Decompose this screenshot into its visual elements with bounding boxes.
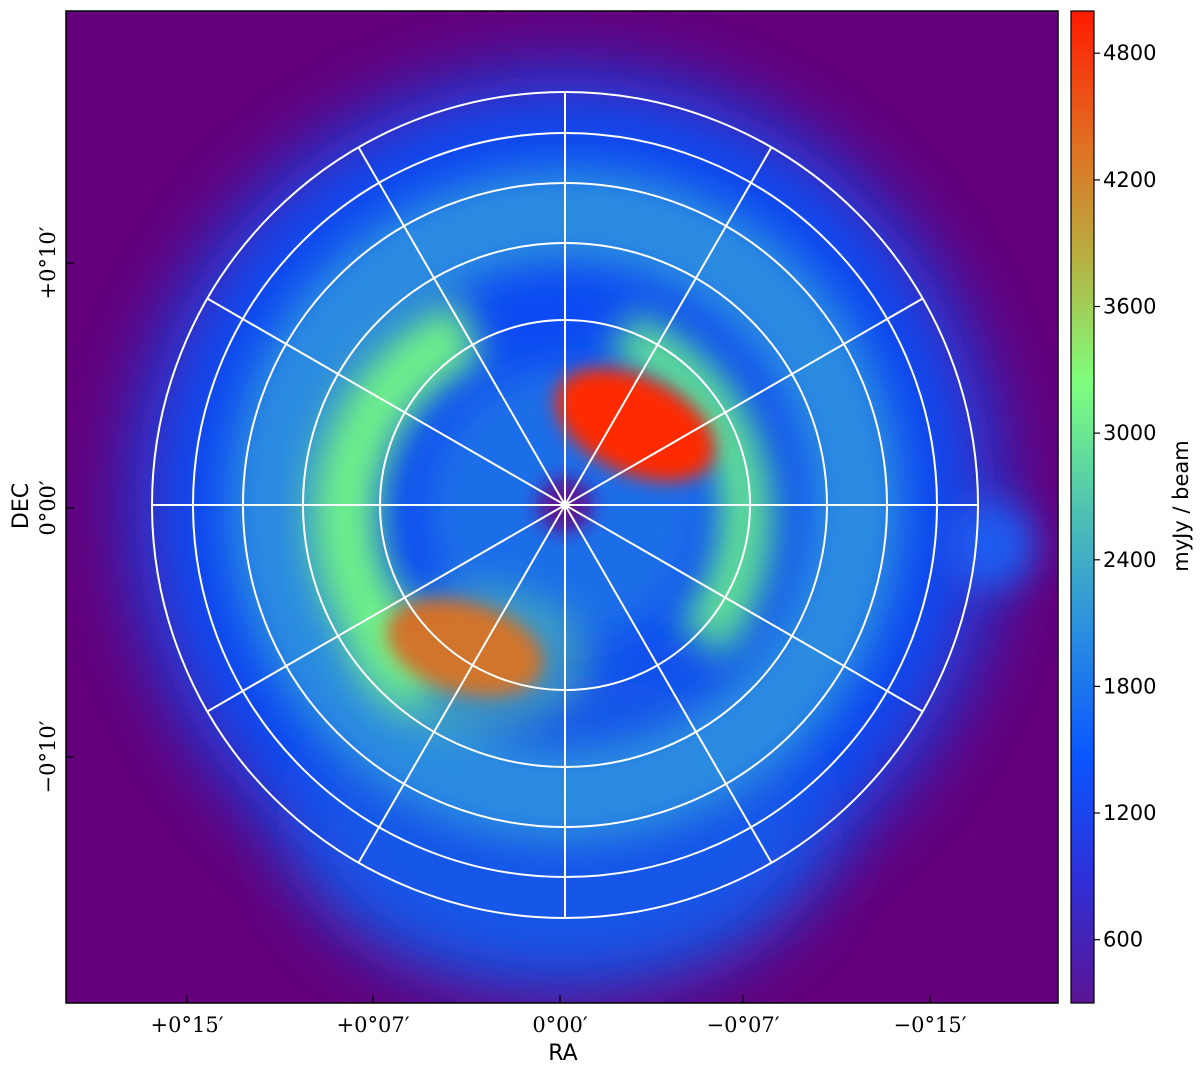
grid-spoke-60 xyxy=(564,146,773,506)
heatmap-plot xyxy=(66,11,1058,1003)
grid-spoke-150 xyxy=(206,297,566,506)
x-axis-title: RA xyxy=(548,1041,577,1066)
x-tick-label: −0°07′ xyxy=(707,1013,780,1037)
heatmap-green-halo-lower xyxy=(350,585,590,735)
x-axis-ticks: +0°15′ +0°07′ 0°00′ −0°07′ −0°15′ xyxy=(151,995,967,1037)
heatmap-green-arc-right xyxy=(609,311,775,660)
x-tick-label: +0°15′ xyxy=(151,1013,224,1037)
colorbar-tick-label: 3600 xyxy=(1103,295,1156,319)
colorbar-gradient xyxy=(1070,10,1095,1004)
grid-spoke-240 xyxy=(357,504,566,864)
colorbar-label: myJy / beam xyxy=(1169,440,1193,572)
polar-grid xyxy=(151,91,979,919)
y-tick-label: +0°10′ xyxy=(36,226,60,299)
grid-spoke-330 xyxy=(564,504,924,713)
grid-spoke-30 xyxy=(564,297,924,506)
y-tick-label: −0°10′ xyxy=(36,720,60,793)
colorbar-tick-label: 1800 xyxy=(1103,674,1156,698)
heatmap-right-blob xyxy=(945,500,1035,590)
grid-spoke-210 xyxy=(206,504,566,713)
grid-spoke-300 xyxy=(564,504,773,864)
grid-spoke-120 xyxy=(357,146,566,506)
x-tick-label: 0°00′ xyxy=(532,1013,588,1037)
colorbar-tick-label: 4200 xyxy=(1103,168,1156,192)
colorbar-tick-label: 1200 xyxy=(1103,801,1156,825)
colorbar-tick-label: 2400 xyxy=(1103,548,1156,572)
colorbar-tick-label: 4800 xyxy=(1103,41,1156,65)
y-axis-title: DEC xyxy=(9,483,34,529)
x-tick-label: +0°07′ xyxy=(337,1013,410,1037)
y-axis-ticks: +0°10′ 0°00′ −0°10′ xyxy=(36,226,74,793)
colorbar-tick-label: 3000 xyxy=(1103,421,1156,445)
y-tick-label: 0°00′ xyxy=(36,480,60,536)
plot-frame xyxy=(65,10,1059,1004)
colorbar-tick-label: 600 xyxy=(1103,928,1143,952)
x-tick-label: −0°15′ xyxy=(894,1013,967,1037)
colorbar-ticks: 600 1200 1800 2400 3000 3600 4200 4800 xyxy=(1094,41,1156,952)
colorbar: 600 1200 1800 2400 3000 3600 4200 4800 myJy / b… xyxy=(1070,10,1193,1004)
